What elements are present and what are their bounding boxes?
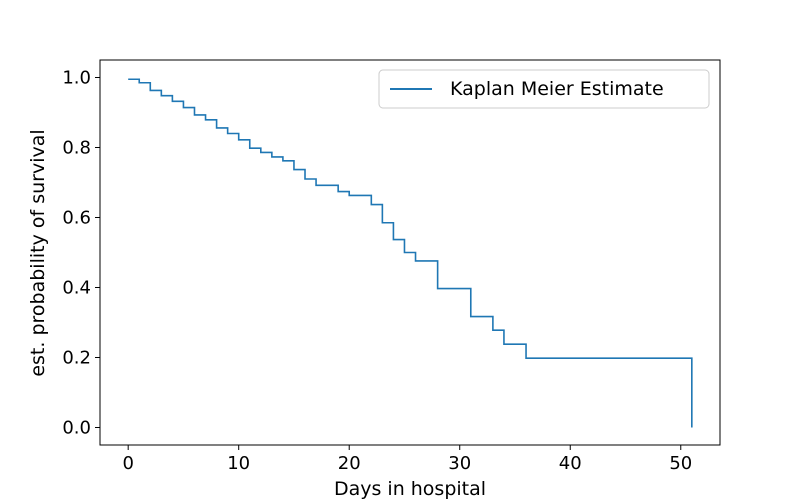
plot-area	[99, 59, 721, 446]
y-tick-label: 0.8	[62, 138, 91, 159]
legend-series-label: Kaplan Meier Estimate	[450, 78, 664, 100]
legend: Kaplan Meier Estimate	[378, 69, 710, 109]
y-axis-label: est. probability of survival	[27, 129, 49, 376]
x-tick-label: 40	[559, 453, 582, 474]
y-axis-ticks: 0.0 0.2 0.4 0.6 0.8 1.0	[62, 68, 100, 439]
x-axis-ticks: 0 10 20 30 40 50	[122, 445, 692, 474]
y-tick-label: 0.6	[62, 208, 91, 229]
y-tick-label: 1.0	[62, 68, 91, 89]
km-survival-step-line	[128, 78, 693, 428]
x-tick-label: 50	[669, 453, 692, 474]
axes-frame	[99, 59, 721, 446]
x-tick-label: 0	[122, 453, 133, 474]
legend-box	[378, 69, 710, 109]
y-tick-label: 0.0	[62, 418, 91, 439]
x-tick-label: 10	[227, 453, 250, 474]
y-tick-label: 0.2	[62, 348, 91, 369]
y-tick-label: 0.4	[62, 278, 91, 299]
x-tick-label: 30	[448, 453, 471, 474]
x-axis-label: Days in hospital	[334, 478, 486, 500]
x-tick-label: 20	[338, 453, 361, 474]
